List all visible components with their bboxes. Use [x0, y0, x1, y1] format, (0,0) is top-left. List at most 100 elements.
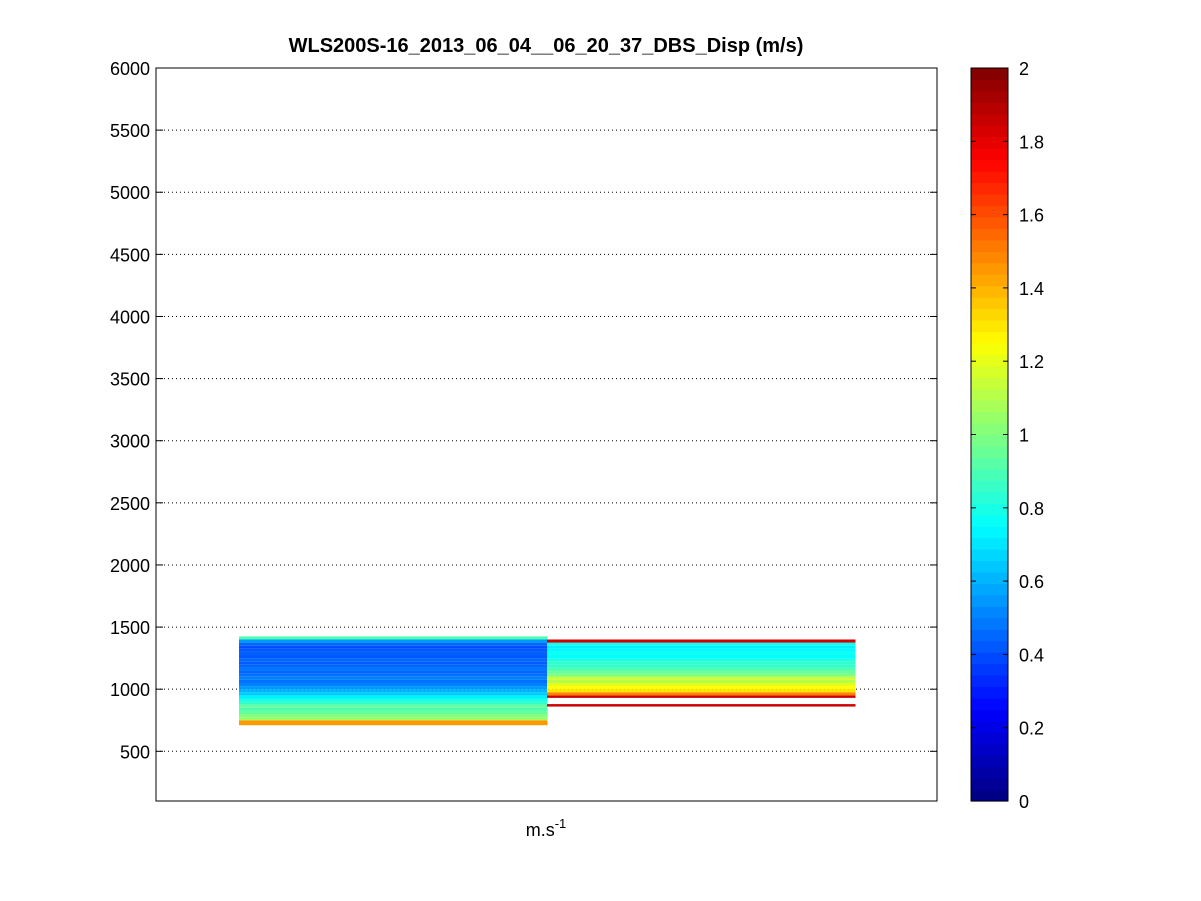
colorbar-band — [971, 468, 1008, 481]
colorbar-band — [971, 743, 1008, 756]
heatmap-cell — [239, 682, 548, 687]
colorbar-band — [971, 228, 1008, 241]
heatmap-cell — [239, 658, 548, 662]
y-axis-ticks: 500 1000 1500 2000 2500 3000 3500 4000 4500 5000 5… — [110, 59, 937, 762]
heatmap-cell — [239, 655, 548, 659]
heatmap-cell — [239, 645, 548, 649]
colorbar-band — [971, 125, 1008, 138]
colorbar-band — [971, 640, 1008, 653]
heatmap-cell — [547, 673, 856, 677]
heatmap-cell — [239, 664, 548, 668]
colorbar-band — [971, 354, 1008, 367]
colorbar-tick-label: 0.2 — [1019, 719, 1044, 739]
heatmap-cell — [239, 686, 548, 690]
colorbar-ticks: 0 0.2 0.4 0.6 0.8 1 1.2 1.4 1.6 1.8 2 — [971, 59, 1044, 812]
heatmap-cell — [547, 648, 856, 652]
colorbar-band — [971, 766, 1008, 779]
heatmap-cell — [239, 720, 548, 726]
heatmap-cell — [547, 676, 856, 680]
colorbar-band — [971, 537, 1008, 550]
colorbar-band — [971, 136, 1008, 149]
heatmap-cell — [239, 717, 548, 721]
heatmap-cell — [239, 676, 548, 680]
colorbar-band — [971, 583, 1008, 596]
colorbar-band — [971, 423, 1008, 436]
colorbar-band — [971, 377, 1008, 390]
colorbar-band — [971, 755, 1008, 768]
y-tick-label: 6000 — [110, 59, 150, 79]
heatmap-cell — [547, 655, 856, 659]
colorbar-band — [971, 68, 1008, 81]
colorbar-band — [971, 365, 1008, 378]
colorbar-bands — [971, 68, 1008, 802]
colorbar-band — [971, 514, 1008, 527]
heatmap-cell — [239, 695, 548, 699]
colorbar-tick-label: 0 — [1019, 792, 1029, 812]
heatmap-cell — [547, 679, 856, 683]
y-tick-label: 1500 — [110, 618, 150, 638]
heatmap-cell — [547, 704, 856, 707]
colorbar-tick-label: 0.8 — [1019, 499, 1044, 519]
y-tick-label: 4000 — [110, 307, 150, 327]
colorbar-band — [971, 629, 1008, 642]
colorbar-band — [971, 697, 1008, 710]
heatmap-cell — [239, 673, 548, 677]
colorbar-band — [971, 549, 1008, 562]
heatmap-cell — [239, 714, 548, 718]
heatmap-cell — [547, 661, 856, 665]
colorbar-band — [971, 434, 1008, 447]
colorbar-tick-label: 0.4 — [1019, 645, 1044, 665]
colorbar-band — [971, 617, 1008, 630]
colorbar-band — [971, 79, 1008, 92]
colorbar-tick-label: 2 — [1019, 59, 1029, 79]
colorbar-band — [971, 663, 1008, 676]
colorbar-band — [971, 445, 1008, 459]
colorbar-tick-label: 0.6 — [1019, 572, 1044, 592]
heatmap-cell — [239, 689, 548, 693]
y-tick-label: 500 — [120, 742, 150, 762]
colorbar-band — [971, 503, 1008, 516]
colorbar-band — [971, 686, 1008, 699]
colorbar-band — [971, 342, 1008, 355]
colorbar-band — [971, 171, 1008, 184]
colorbar-band — [971, 526, 1008, 539]
heatmap-cell — [547, 689, 856, 693]
heatmap-cell — [547, 639, 856, 643]
heatmap-cell — [239, 698, 548, 702]
colorbar-band — [971, 193, 1008, 207]
colorbar-band — [971, 308, 1008, 321]
colorbar-band — [971, 491, 1008, 504]
y-tick-label: 1000 — [110, 680, 150, 700]
heatmap-cell — [547, 695, 856, 698]
colorbar-band — [971, 216, 1008, 229]
colorbar-band — [971, 400, 1008, 413]
colorbar-band — [971, 319, 1008, 333]
y-tick-label: 2500 — [110, 494, 150, 514]
colorbar-band — [971, 594, 1008, 607]
x-axis-label-exponent: -1 — [555, 816, 567, 831]
colorbar-band — [971, 90, 1008, 103]
colorbar-band — [971, 205, 1008, 218]
y-tick-label: 3500 — [110, 370, 150, 390]
heatmap-cell — [547, 682, 856, 687]
y-tick-label: 2000 — [110, 556, 150, 576]
x-axis-label: m.s-1 — [526, 816, 567, 840]
colorbar-band — [971, 102, 1008, 115]
plot-frame — [155, 67, 938, 802]
colorbar-band — [971, 331, 1008, 344]
heatmap-cell — [239, 692, 548, 696]
heatmap-cell — [239, 648, 548, 652]
y-tick-label: 5500 — [110, 121, 150, 141]
colorbar-band — [971, 239, 1008, 252]
colorbar-band — [971, 571, 1008, 584]
y-tick-label: 3000 — [110, 432, 150, 452]
colorbar-band — [971, 480, 1008, 493]
heatmap-cell — [239, 639, 548, 643]
colorbar-band — [971, 182, 1008, 195]
heatmap-cell — [547, 667, 856, 671]
heatmap-cell — [239, 704, 548, 708]
heatmap-cell — [239, 642, 548, 646]
colorbar-tick-label: 1 — [1019, 426, 1029, 446]
colorbar: 0 0.2 0.4 0.6 0.8 1 1.2 1.4 1.6 1.8 2 — [970, 59, 1044, 812]
